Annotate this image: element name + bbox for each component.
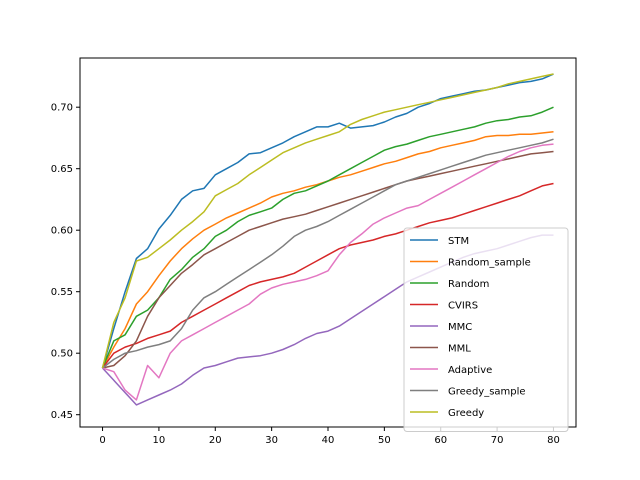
y-tick-label: 0.45 (51, 410, 73, 421)
legend-label: Random_sample (448, 258, 531, 269)
series-line-stm (101, 73, 554, 369)
series-layer (101, 73, 554, 406)
x-tick-label: 0 (99, 435, 105, 446)
y-tick-label: 0.50 (51, 349, 73, 360)
legend-label: Greedy (448, 408, 484, 419)
y-tick-label: 0.65 (51, 164, 73, 175)
x-tick-label: 70 (491, 435, 504, 446)
legend: STM Random_sample Random CVIRS MMC MML Adaptiv… (403, 227, 569, 432)
x-tick-label: 60 (434, 435, 447, 446)
series-line-greedy-sample (102, 138, 554, 369)
y-tick-label: 0.60 (51, 226, 73, 237)
legend-label: MML (448, 344, 471, 355)
series-line-mml (102, 150, 554, 369)
y-tick-label: 0.55 (51, 287, 73, 298)
x-tick-label: 20 (209, 435, 222, 446)
x-tick-label: 40 (322, 435, 335, 446)
legend-label: Adaptive (448, 365, 492, 376)
x-tick-label: 50 (378, 435, 391, 446)
legend-box (403, 227, 569, 432)
series-line-cvirs (101, 182, 554, 369)
legend-label: STM (448, 236, 469, 247)
y-axis: 0.45 0.50 0.55 0.60 0.65 0.70 (51, 103, 80, 421)
series-line-greedy (101, 73, 554, 369)
legend-label: MMC (448, 322, 472, 333)
legend-label: Greedy_sample (448, 387, 526, 398)
legend-label: Random (448, 279, 489, 290)
x-tick-label: 30 (265, 435, 278, 446)
y-tick-label: 0.70 (51, 103, 73, 114)
x-tick-label: 80 (547, 435, 560, 446)
legend-label: CVIRS (448, 301, 478, 312)
series-line-random (101, 106, 554, 369)
x-tick-label: 10 (153, 435, 166, 446)
series-line-adaptive (102, 143, 554, 401)
